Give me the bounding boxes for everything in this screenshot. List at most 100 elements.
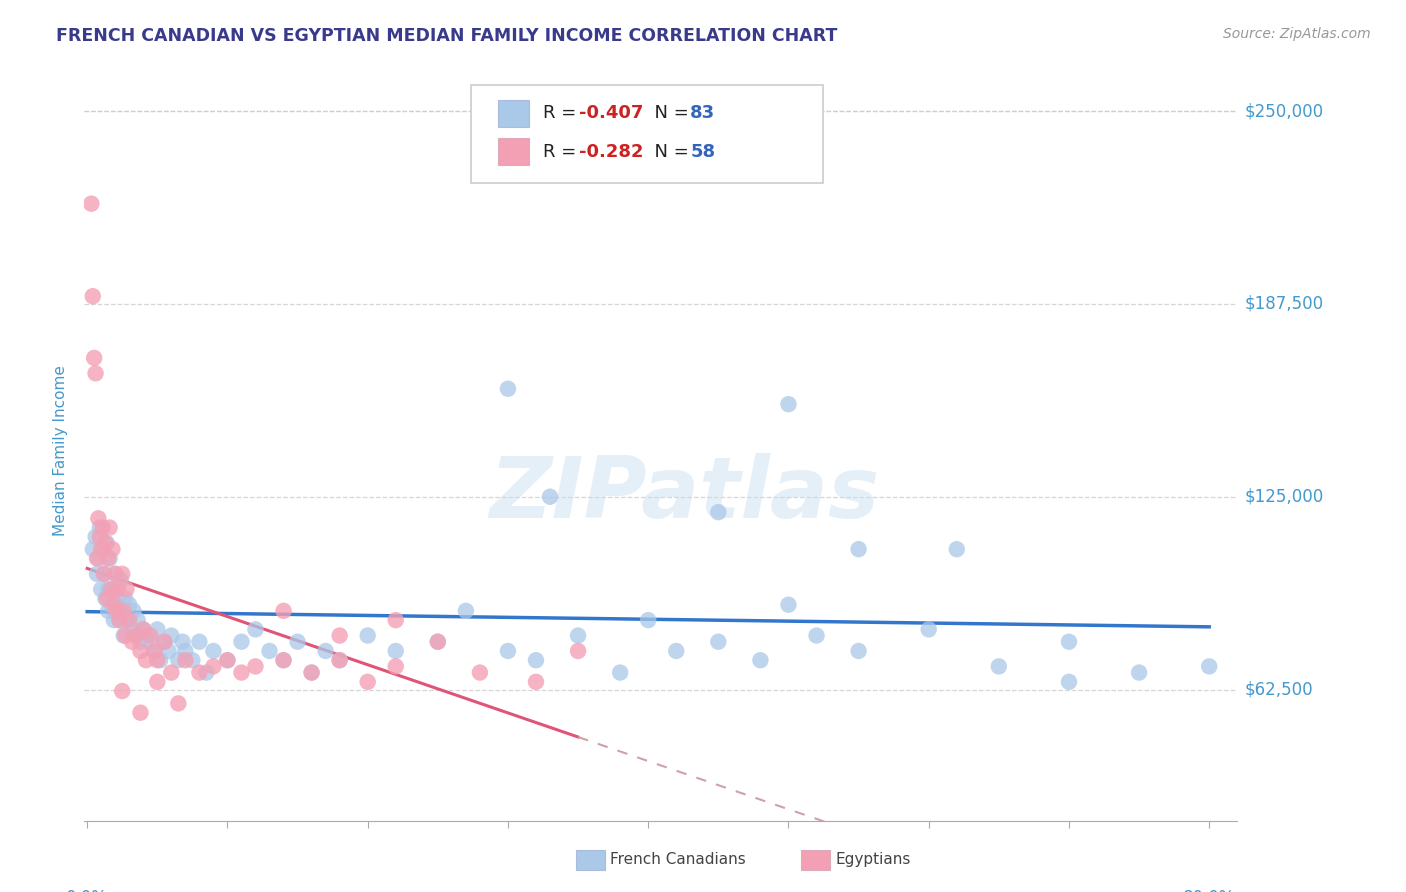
Point bbox=[707, 634, 730, 648]
Point bbox=[665, 644, 688, 658]
Point bbox=[127, 613, 149, 627]
Point bbox=[778, 598, 800, 612]
Point bbox=[118, 598, 141, 612]
Point bbox=[146, 623, 169, 637]
Point bbox=[848, 644, 870, 658]
Point bbox=[139, 634, 162, 648]
Point bbox=[91, 520, 114, 534]
Point bbox=[426, 634, 449, 648]
Point bbox=[918, 623, 941, 637]
Point bbox=[87, 551, 110, 566]
Point bbox=[384, 644, 406, 658]
Point bbox=[132, 623, 155, 637]
Point bbox=[181, 653, 204, 667]
Point bbox=[637, 613, 659, 627]
Point bbox=[115, 613, 138, 627]
Text: 0.0%: 0.0% bbox=[66, 888, 108, 892]
Point bbox=[129, 634, 152, 648]
Point bbox=[104, 566, 127, 581]
Point bbox=[1198, 659, 1220, 673]
Point bbox=[90, 582, 112, 597]
Point bbox=[114, 591, 136, 606]
Point bbox=[121, 623, 143, 637]
Point bbox=[84, 367, 107, 381]
Point bbox=[125, 628, 148, 642]
Point bbox=[567, 628, 589, 642]
Point bbox=[107, 591, 129, 606]
Point bbox=[153, 634, 176, 648]
Text: Source: ZipAtlas.com: Source: ZipAtlas.com bbox=[1223, 27, 1371, 41]
Point bbox=[108, 613, 131, 627]
Text: N =: N = bbox=[643, 104, 695, 122]
Point bbox=[100, 582, 122, 597]
Text: N =: N = bbox=[643, 143, 695, 161]
Point bbox=[217, 653, 239, 667]
Point bbox=[195, 665, 218, 680]
Point bbox=[121, 634, 143, 648]
Point bbox=[524, 674, 547, 689]
Point bbox=[112, 628, 135, 642]
Point bbox=[86, 566, 108, 581]
Point bbox=[172, 634, 194, 648]
Point bbox=[100, 598, 122, 612]
Point bbox=[89, 520, 111, 534]
Point bbox=[146, 653, 169, 667]
Point bbox=[987, 659, 1010, 673]
Point bbox=[125, 628, 148, 642]
Point bbox=[301, 665, 323, 680]
Point bbox=[609, 665, 631, 680]
Point bbox=[94, 591, 117, 606]
Point bbox=[1128, 665, 1150, 680]
Point bbox=[96, 536, 118, 550]
Point bbox=[146, 674, 169, 689]
Point bbox=[97, 582, 120, 597]
Text: FRENCH CANADIAN VS EGYPTIAN MEDIAN FAMILY INCOME CORRELATION CHART: FRENCH CANADIAN VS EGYPTIAN MEDIAN FAMIL… bbox=[56, 27, 838, 45]
Point bbox=[90, 542, 112, 557]
Point bbox=[202, 659, 225, 673]
Point bbox=[259, 644, 281, 658]
Point bbox=[273, 653, 295, 667]
Point bbox=[454, 604, 477, 618]
Point bbox=[188, 634, 211, 648]
Point bbox=[496, 644, 519, 658]
Text: R =: R = bbox=[543, 104, 582, 122]
Point bbox=[202, 644, 225, 658]
Point bbox=[87, 511, 110, 525]
Point bbox=[84, 530, 107, 544]
Text: $125,000: $125,000 bbox=[1244, 488, 1323, 506]
Point bbox=[384, 613, 406, 627]
Point bbox=[301, 665, 323, 680]
Point bbox=[98, 551, 121, 566]
Point bbox=[153, 634, 176, 648]
Point bbox=[115, 582, 138, 597]
Point bbox=[135, 628, 157, 642]
Point bbox=[98, 520, 121, 534]
Point bbox=[273, 653, 295, 667]
Point bbox=[105, 604, 128, 618]
Point bbox=[112, 604, 135, 618]
Text: 80.0%: 80.0% bbox=[1182, 888, 1236, 892]
Point bbox=[273, 604, 295, 618]
Point bbox=[91, 542, 114, 557]
Text: French Canadians: French Canadians bbox=[610, 853, 747, 867]
Point bbox=[217, 653, 239, 667]
Point bbox=[806, 628, 828, 642]
Point bbox=[174, 653, 197, 667]
Point bbox=[83, 351, 105, 365]
Text: $62,500: $62,500 bbox=[1244, 681, 1313, 698]
Y-axis label: Median Family Income: Median Family Income bbox=[53, 365, 69, 536]
Point bbox=[86, 551, 108, 566]
Point bbox=[97, 604, 120, 618]
Point bbox=[945, 542, 967, 557]
Point bbox=[357, 674, 380, 689]
Point bbox=[174, 644, 197, 658]
Point bbox=[93, 566, 115, 581]
Point bbox=[848, 542, 870, 557]
Point bbox=[749, 653, 772, 667]
Point bbox=[426, 634, 449, 648]
Point bbox=[101, 542, 124, 557]
Point bbox=[80, 196, 103, 211]
Point bbox=[287, 634, 309, 648]
Point bbox=[96, 591, 118, 606]
Point bbox=[101, 582, 124, 597]
